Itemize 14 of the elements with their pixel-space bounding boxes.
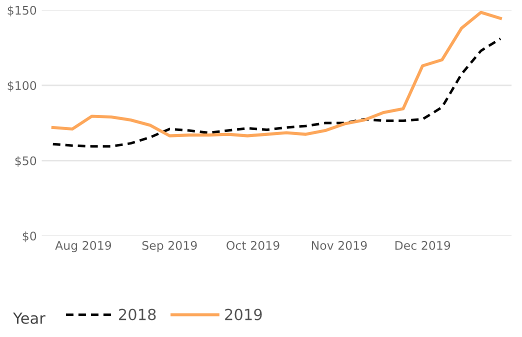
legend-label: 2019 — [225, 308, 262, 320]
y-tick-label: $100 — [8, 80, 36, 92]
line-series — [52, 37, 502, 148]
x-tick-label: Dec 2019 — [395, 240, 450, 250]
y-tick-label: $0 — [22, 231, 36, 242]
y-tick-label: $150 — [8, 6, 36, 16]
legend-title: Year — [13, 312, 46, 324]
x-tick-label: Sep 2019 — [142, 240, 197, 252]
legend-label: 2018 — [119, 308, 156, 320]
y-tick-label: $50 — [15, 156, 36, 167]
line-series — [51, 10, 502, 138]
x-tick-label: Oct 2019 — [226, 240, 280, 250]
x-tick-label: Nov 2019 — [312, 240, 367, 250]
x-tick-label: Aug 2019 — [55, 240, 112, 252]
